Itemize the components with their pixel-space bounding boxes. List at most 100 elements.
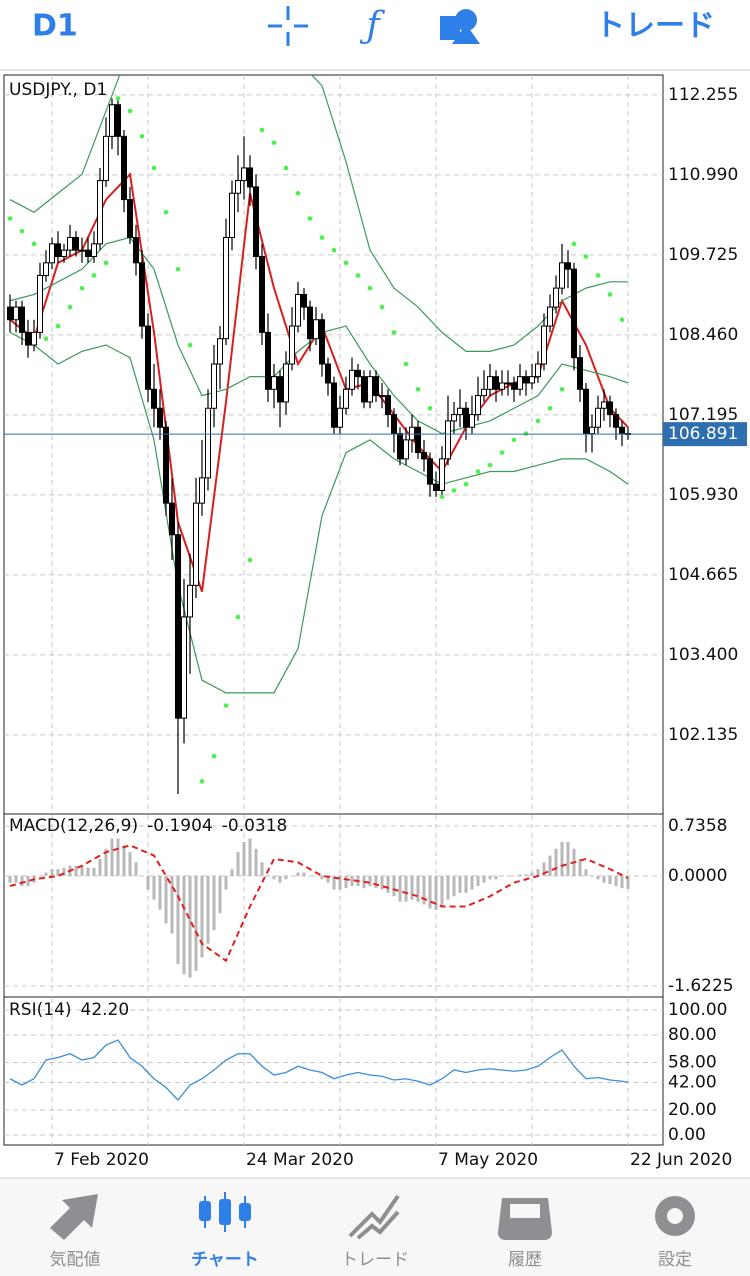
candle-body bbox=[433, 483, 439, 491]
candle-body bbox=[103, 135, 109, 182]
candle-body bbox=[127, 199, 133, 239]
quotes-icon[interactable] bbox=[50, 1194, 98, 1240]
candle-body bbox=[241, 167, 247, 182]
macd-bar bbox=[614, 875, 618, 887]
macd-bar bbox=[506, 875, 510, 877]
macd-bar bbox=[320, 875, 324, 880]
candle-body bbox=[457, 407, 463, 416]
tab-label[interactable]: 気配値 bbox=[50, 1250, 101, 1270]
sar-dot bbox=[199, 779, 205, 784]
candle-body bbox=[601, 401, 607, 409]
rsi-title-part: RSI(14) bbox=[9, 1000, 72, 1020]
candle-body bbox=[595, 407, 601, 428]
sar-dot bbox=[259, 127, 265, 133]
candle-body bbox=[529, 376, 535, 384]
macd-bar bbox=[164, 875, 168, 924]
candle-body bbox=[577, 357, 583, 390]
macd-bar bbox=[290, 875, 294, 877]
macd-bar bbox=[272, 875, 276, 880]
y-tick-label: 107.195 bbox=[668, 405, 738, 425]
tab-label[interactable]: トレード bbox=[341, 1250, 409, 1270]
candle-body bbox=[85, 249, 91, 257]
sar-dot bbox=[355, 273, 361, 278]
sar-dot bbox=[487, 462, 493, 468]
objects-icon[interactable] bbox=[440, 9, 480, 44]
candle-body bbox=[163, 426, 169, 504]
panel bbox=[4, 815, 663, 997]
macd-bar bbox=[452, 875, 456, 897]
macd-bar bbox=[488, 875, 492, 880]
macd-bar bbox=[608, 875, 612, 885]
macd-bar bbox=[212, 875, 216, 931]
macd-bar bbox=[152, 875, 156, 900]
sar-dot bbox=[547, 405, 553, 411]
candle-body bbox=[145, 325, 151, 390]
tab-label[interactable]: チャート bbox=[191, 1250, 259, 1270]
sar-dot bbox=[391, 330, 397, 335]
sar-dot bbox=[283, 165, 289, 171]
macd-bar bbox=[254, 848, 258, 876]
macd-bar bbox=[476, 875, 480, 887]
macd-bar bbox=[446, 875, 450, 900]
candle-body bbox=[259, 255, 265, 333]
timeframe[interactable]: D1 bbox=[32, 9, 78, 44]
macd-bar bbox=[218, 875, 222, 914]
candle-body bbox=[427, 458, 433, 485]
sar-dot bbox=[571, 241, 577, 247]
candle-body bbox=[547, 306, 553, 327]
candle-body bbox=[109, 104, 115, 137]
indicator-line bbox=[9, 331, 629, 694]
macd-bar bbox=[530, 872, 534, 876]
candle-body bbox=[79, 249, 85, 252]
crosshair-icon[interactable] bbox=[268, 6, 308, 46]
sar-dot bbox=[559, 386, 565, 392]
sar-dot bbox=[31, 241, 37, 247]
macd-bar bbox=[26, 875, 30, 887]
candle-body bbox=[481, 388, 487, 397]
candle-body bbox=[193, 502, 199, 586]
macd-bar bbox=[116, 838, 120, 876]
rsi-line bbox=[9, 1039, 629, 1101]
candle-body bbox=[73, 237, 79, 251]
macd-bar bbox=[368, 875, 372, 887]
sar-dot bbox=[139, 134, 145, 139]
candle-body bbox=[181, 616, 187, 719]
sar-dot bbox=[79, 285, 85, 291]
trade-icon[interactable] bbox=[348, 1194, 400, 1240]
trade-button[interactable]: トレード bbox=[595, 9, 715, 44]
current-price-box bbox=[663, 422, 747, 447]
candle-body bbox=[505, 382, 511, 385]
macd-bar bbox=[200, 875, 204, 958]
tab-label[interactable]: 設定 bbox=[658, 1250, 692, 1270]
macd-bar bbox=[518, 874, 522, 876]
candle-body bbox=[235, 180, 241, 194]
candle-body bbox=[229, 192, 235, 239]
y-tick-label: -1.6225 bbox=[668, 976, 734, 996]
macd-bar bbox=[170, 875, 174, 934]
macd-bar bbox=[302, 872, 306, 876]
candle-body bbox=[295, 293, 301, 327]
sar-dot bbox=[55, 323, 61, 329]
macd-bar bbox=[104, 848, 108, 876]
chart-icon[interactable] bbox=[199, 1192, 251, 1232]
macd-bar bbox=[512, 875, 516, 877]
candle-body bbox=[67, 237, 73, 251]
macd-bar bbox=[344, 875, 348, 889]
macd-bar bbox=[554, 848, 558, 876]
candle-body bbox=[379, 395, 385, 398]
x-tick-label: 7 May 2020 bbox=[438, 1150, 538, 1170]
sar-dot bbox=[427, 405, 433, 411]
macd-bar bbox=[308, 875, 312, 877]
tab-label[interactable]: 履歴 bbox=[508, 1250, 542, 1270]
sar-dot bbox=[319, 235, 325, 240]
sar-dot bbox=[91, 273, 97, 278]
y-tick-label: 0.0000 bbox=[668, 866, 727, 886]
sar-dot bbox=[331, 247, 337, 253]
macd-bar bbox=[566, 841, 570, 876]
candle-body bbox=[607, 401, 613, 416]
macd-bar bbox=[134, 862, 138, 876]
history-icon[interactable] bbox=[498, 1198, 552, 1240]
macd-bar bbox=[266, 875, 270, 877]
macd-bar bbox=[122, 845, 126, 876]
settings-icon[interactable] bbox=[655, 1196, 695, 1236]
